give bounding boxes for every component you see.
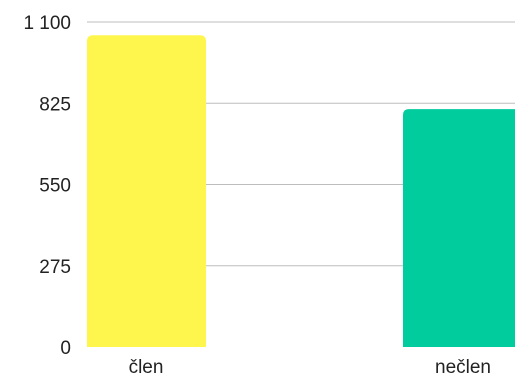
y-tick-label: 0 [60,338,71,359]
bar-neclen [403,109,515,347]
y-tick-label: 275 [39,257,71,278]
y-axis-ticks: 0 275 550 825 1 100 [23,13,71,359]
bars [87,35,515,347]
y-tick-label: 1 100 [23,13,71,34]
bar-clen [87,35,206,347]
x-axis-ticks: člen nečlen [129,357,491,378]
y-tick-label: 550 [39,176,71,197]
x-tick-label: nečlen [435,357,491,378]
y-tick-label: 825 [39,94,71,115]
x-tick-label: člen [129,357,164,378]
